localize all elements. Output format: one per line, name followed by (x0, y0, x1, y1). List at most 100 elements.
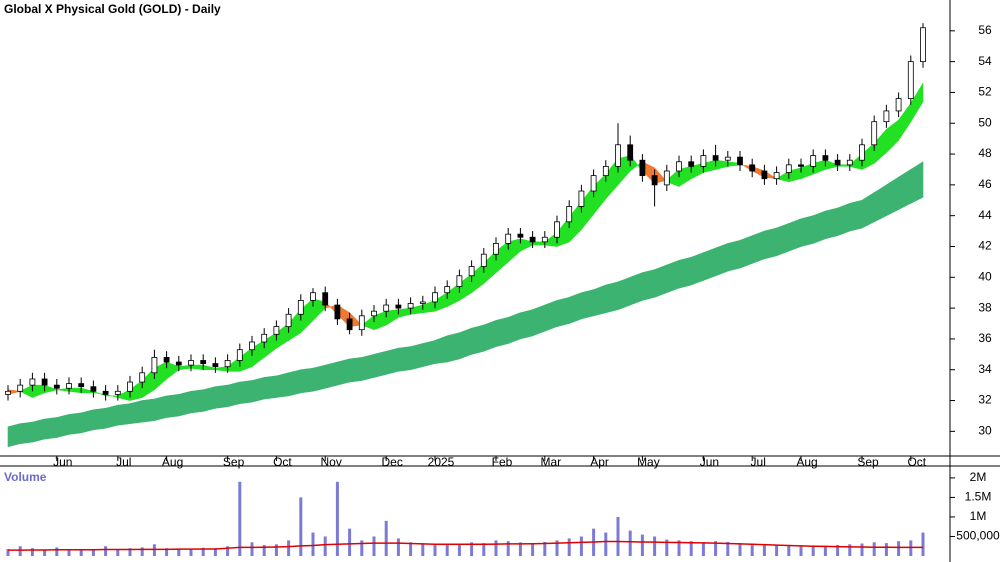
candle-body (53, 384, 60, 389)
candle-body (419, 301, 426, 304)
volume-bar (287, 540, 291, 556)
slow-band-segment (117, 403, 131, 426)
volume-bar (165, 548, 169, 556)
candle-body (261, 333, 268, 343)
slow-band-segment (703, 247, 716, 281)
slow-band-segment (7, 423, 21, 448)
volume-bar (531, 543, 535, 556)
volume-bar (274, 544, 278, 556)
slow-band-segment (739, 235, 753, 269)
volume-bar (201, 547, 205, 556)
slow-band-segment (263, 375, 277, 400)
slow-band-segment (666, 259, 680, 294)
volume-bar (872, 542, 876, 556)
candle-body (188, 360, 194, 366)
volume-bar (506, 541, 510, 556)
volume-bar (714, 541, 718, 556)
candle-body (920, 27, 926, 63)
volume-bar (701, 542, 705, 556)
y-tick-label: 54 (978, 54, 992, 68)
candle-body (163, 357, 170, 363)
x-tick-label: Apr (590, 455, 609, 469)
slow-band-segment (434, 335, 448, 364)
candle-body (346, 318, 353, 331)
slow-band-segment (385, 347, 399, 375)
slow-band-segment (93, 407, 106, 431)
volume-bar (213, 548, 217, 556)
candle-body (883, 110, 890, 123)
slow-band-segment (727, 239, 741, 272)
candles (5, 23, 926, 401)
candle-body (590, 175, 597, 192)
candle-body (566, 206, 573, 223)
slow-band-segment (788, 218, 802, 252)
candle-body (175, 361, 182, 366)
candle-body (41, 378, 48, 386)
volume-bar (628, 530, 632, 556)
volume-bar (91, 550, 95, 556)
volume-bar (457, 543, 461, 556)
slow-band-segment (276, 372, 289, 398)
candle-body (602, 165, 609, 177)
slow-band-segment (776, 222, 790, 257)
slow-band-segment (422, 340, 436, 368)
y-tick-label: 40 (978, 269, 992, 283)
x-tick-label: May (637, 455, 660, 469)
volume-bar (579, 536, 583, 556)
y-tick-label: 52 (978, 85, 992, 99)
slow-band-segment (544, 299, 558, 332)
volume-bar (67, 549, 71, 556)
volume-bar (323, 536, 327, 556)
candle-body (334, 304, 341, 320)
volume-bar (6, 548, 10, 556)
candle-body (663, 170, 670, 186)
slow-band-segment (471, 324, 485, 355)
volume-bar (738, 543, 742, 556)
volume-bar (55, 547, 59, 556)
volume-bar (653, 536, 657, 556)
volume-bar (18, 546, 22, 556)
slow-band-segment (581, 289, 594, 320)
candle-body (224, 360, 231, 368)
volume-bar (921, 532, 925, 556)
candle-body (554, 221, 560, 238)
candle-body (29, 378, 36, 386)
candle-body (639, 159, 646, 177)
slow-band-segment (239, 380, 253, 404)
volume-bar (30, 548, 34, 556)
x-tick-label: Sep (223, 455, 245, 469)
candle-body (749, 164, 756, 172)
slow-band-segment (593, 284, 607, 317)
fast-band-segment (910, 82, 924, 123)
slow-band-segment (849, 199, 863, 232)
volume-bar (348, 528, 352, 556)
slow-band-segment (398, 346, 411, 372)
volume-bar (665, 539, 669, 556)
y-tick-label: 32 (978, 393, 992, 407)
volume-bar (494, 540, 498, 556)
x-tick-label: Oct (273, 455, 292, 469)
candle-body (322, 292, 329, 306)
slow-band-segment (288, 369, 302, 397)
y-tick-label: 30 (978, 424, 992, 438)
y-tick-label: 44 (978, 208, 992, 222)
slow-band-segment (251, 377, 265, 403)
candle-body (432, 292, 438, 303)
slow-band-segment (141, 398, 155, 423)
volume-bar (909, 540, 913, 556)
slow-band-segment (68, 412, 82, 435)
candle-body (139, 372, 146, 383)
candle-body (859, 144, 865, 161)
x-tick-label: Jul (751, 455, 766, 469)
slow-band-segment (678, 256, 692, 289)
volume-bar (396, 538, 400, 556)
slow-band-segment (825, 207, 838, 240)
slow-band-segment (483, 319, 497, 352)
y-tick-label: 38 (978, 300, 992, 314)
slow-band-segment (300, 367, 314, 394)
slow-band (7, 161, 924, 448)
volume-bar (128, 548, 132, 556)
slow-band-segment (410, 343, 424, 371)
